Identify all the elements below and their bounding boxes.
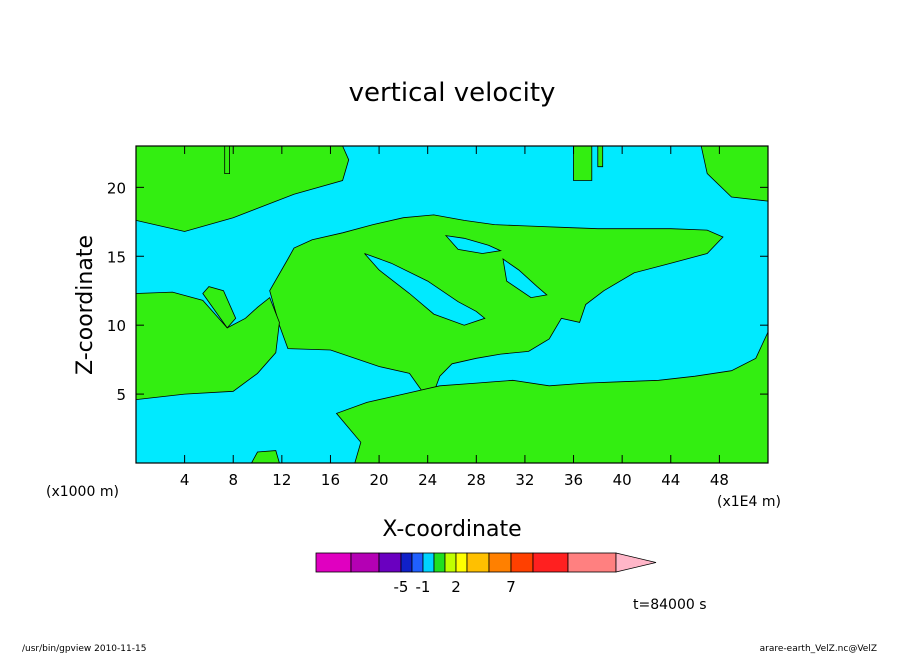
x-ticks: 4 8 12 16 20 24 28 32 36 40 44 48 xyxy=(180,146,729,489)
y-ticks: 5 10 15 20 xyxy=(107,179,768,404)
x-tick-label: 36 xyxy=(564,471,583,489)
x-tick-label: 16 xyxy=(321,471,340,489)
x-tick-label: 8 xyxy=(228,471,238,489)
colorbar-swatch xyxy=(510,552,534,573)
colorbar-label: -5 xyxy=(394,578,409,596)
x-tick-label: 40 xyxy=(613,471,632,489)
x-tick-label: 20 xyxy=(370,471,389,489)
colorbar-swatch xyxy=(350,552,380,573)
positive-region-left-spike xyxy=(202,286,237,329)
y-tick-label: 10 xyxy=(107,317,126,335)
x-tick-label: 4 xyxy=(180,471,190,489)
colorbar-label: -1 xyxy=(416,578,431,596)
time-label: t=84000 s xyxy=(633,597,707,613)
colorbar-label: 2 xyxy=(451,578,461,596)
negative-region-hole-3 xyxy=(502,258,548,299)
colorbar: -5 -1 2 7 xyxy=(315,552,657,596)
colorbar-overflow-arrow xyxy=(615,552,657,573)
colorbar-swatch xyxy=(444,552,457,573)
colorbar-swatch xyxy=(433,552,446,573)
x-tick-label: 24 xyxy=(418,471,437,489)
negative-region-hole-2 xyxy=(444,235,502,254)
colorbar-swatch xyxy=(488,552,512,573)
footer-left: /usr/bin/gpview 2010-11-15 xyxy=(22,644,146,654)
plot-frame xyxy=(135,145,769,464)
positive-region-upper-left xyxy=(136,146,350,232)
colorbar-swatch xyxy=(411,552,424,573)
colorbar-swatch xyxy=(567,552,617,573)
y-tick-label: 5 xyxy=(116,386,126,404)
y-axis-label: Z-coordinate xyxy=(73,235,98,375)
colorbar-swatch xyxy=(455,552,468,573)
colorbar-swatch xyxy=(466,552,490,573)
chart-title: vertical velocity xyxy=(349,78,556,108)
x-tick-label: 32 xyxy=(515,471,534,489)
x-unit-left: (x1000 m) xyxy=(46,484,119,500)
positive-region-upper-right xyxy=(700,146,768,202)
colorbar-swatch xyxy=(532,552,569,573)
positive-region-thin-top-1 xyxy=(224,146,231,175)
positive-region-thin-top-2 xyxy=(573,146,593,181)
footer-right: arare-earth_VelZ.nc@VelZ xyxy=(760,644,877,654)
colorbar-swatch xyxy=(422,552,435,573)
colorbar-swatch xyxy=(378,552,402,573)
y-tick-label: 20 xyxy=(107,179,126,197)
positive-region-left-mid xyxy=(136,291,280,401)
positive-region-bottom-left-sliver xyxy=(251,450,280,463)
colorbar-swatch xyxy=(400,552,413,573)
colorbar-label: 7 xyxy=(506,578,516,596)
x-unit-right: (x1E4 m) xyxy=(717,494,781,510)
x-axis-label: X-coordinate xyxy=(382,517,521,542)
negative-region-hole-1 xyxy=(364,253,486,326)
x-tick-label: 28 xyxy=(467,471,486,489)
y-tick-label: 15 xyxy=(107,248,126,266)
colorbar-swatch xyxy=(315,552,352,573)
x-tick-label: 12 xyxy=(272,471,291,489)
positive-region-thin-top-3 xyxy=(597,146,604,168)
x-tick-label: 44 xyxy=(661,471,680,489)
x-tick-label: 48 xyxy=(710,471,729,489)
positive-region-bottom xyxy=(335,331,768,463)
